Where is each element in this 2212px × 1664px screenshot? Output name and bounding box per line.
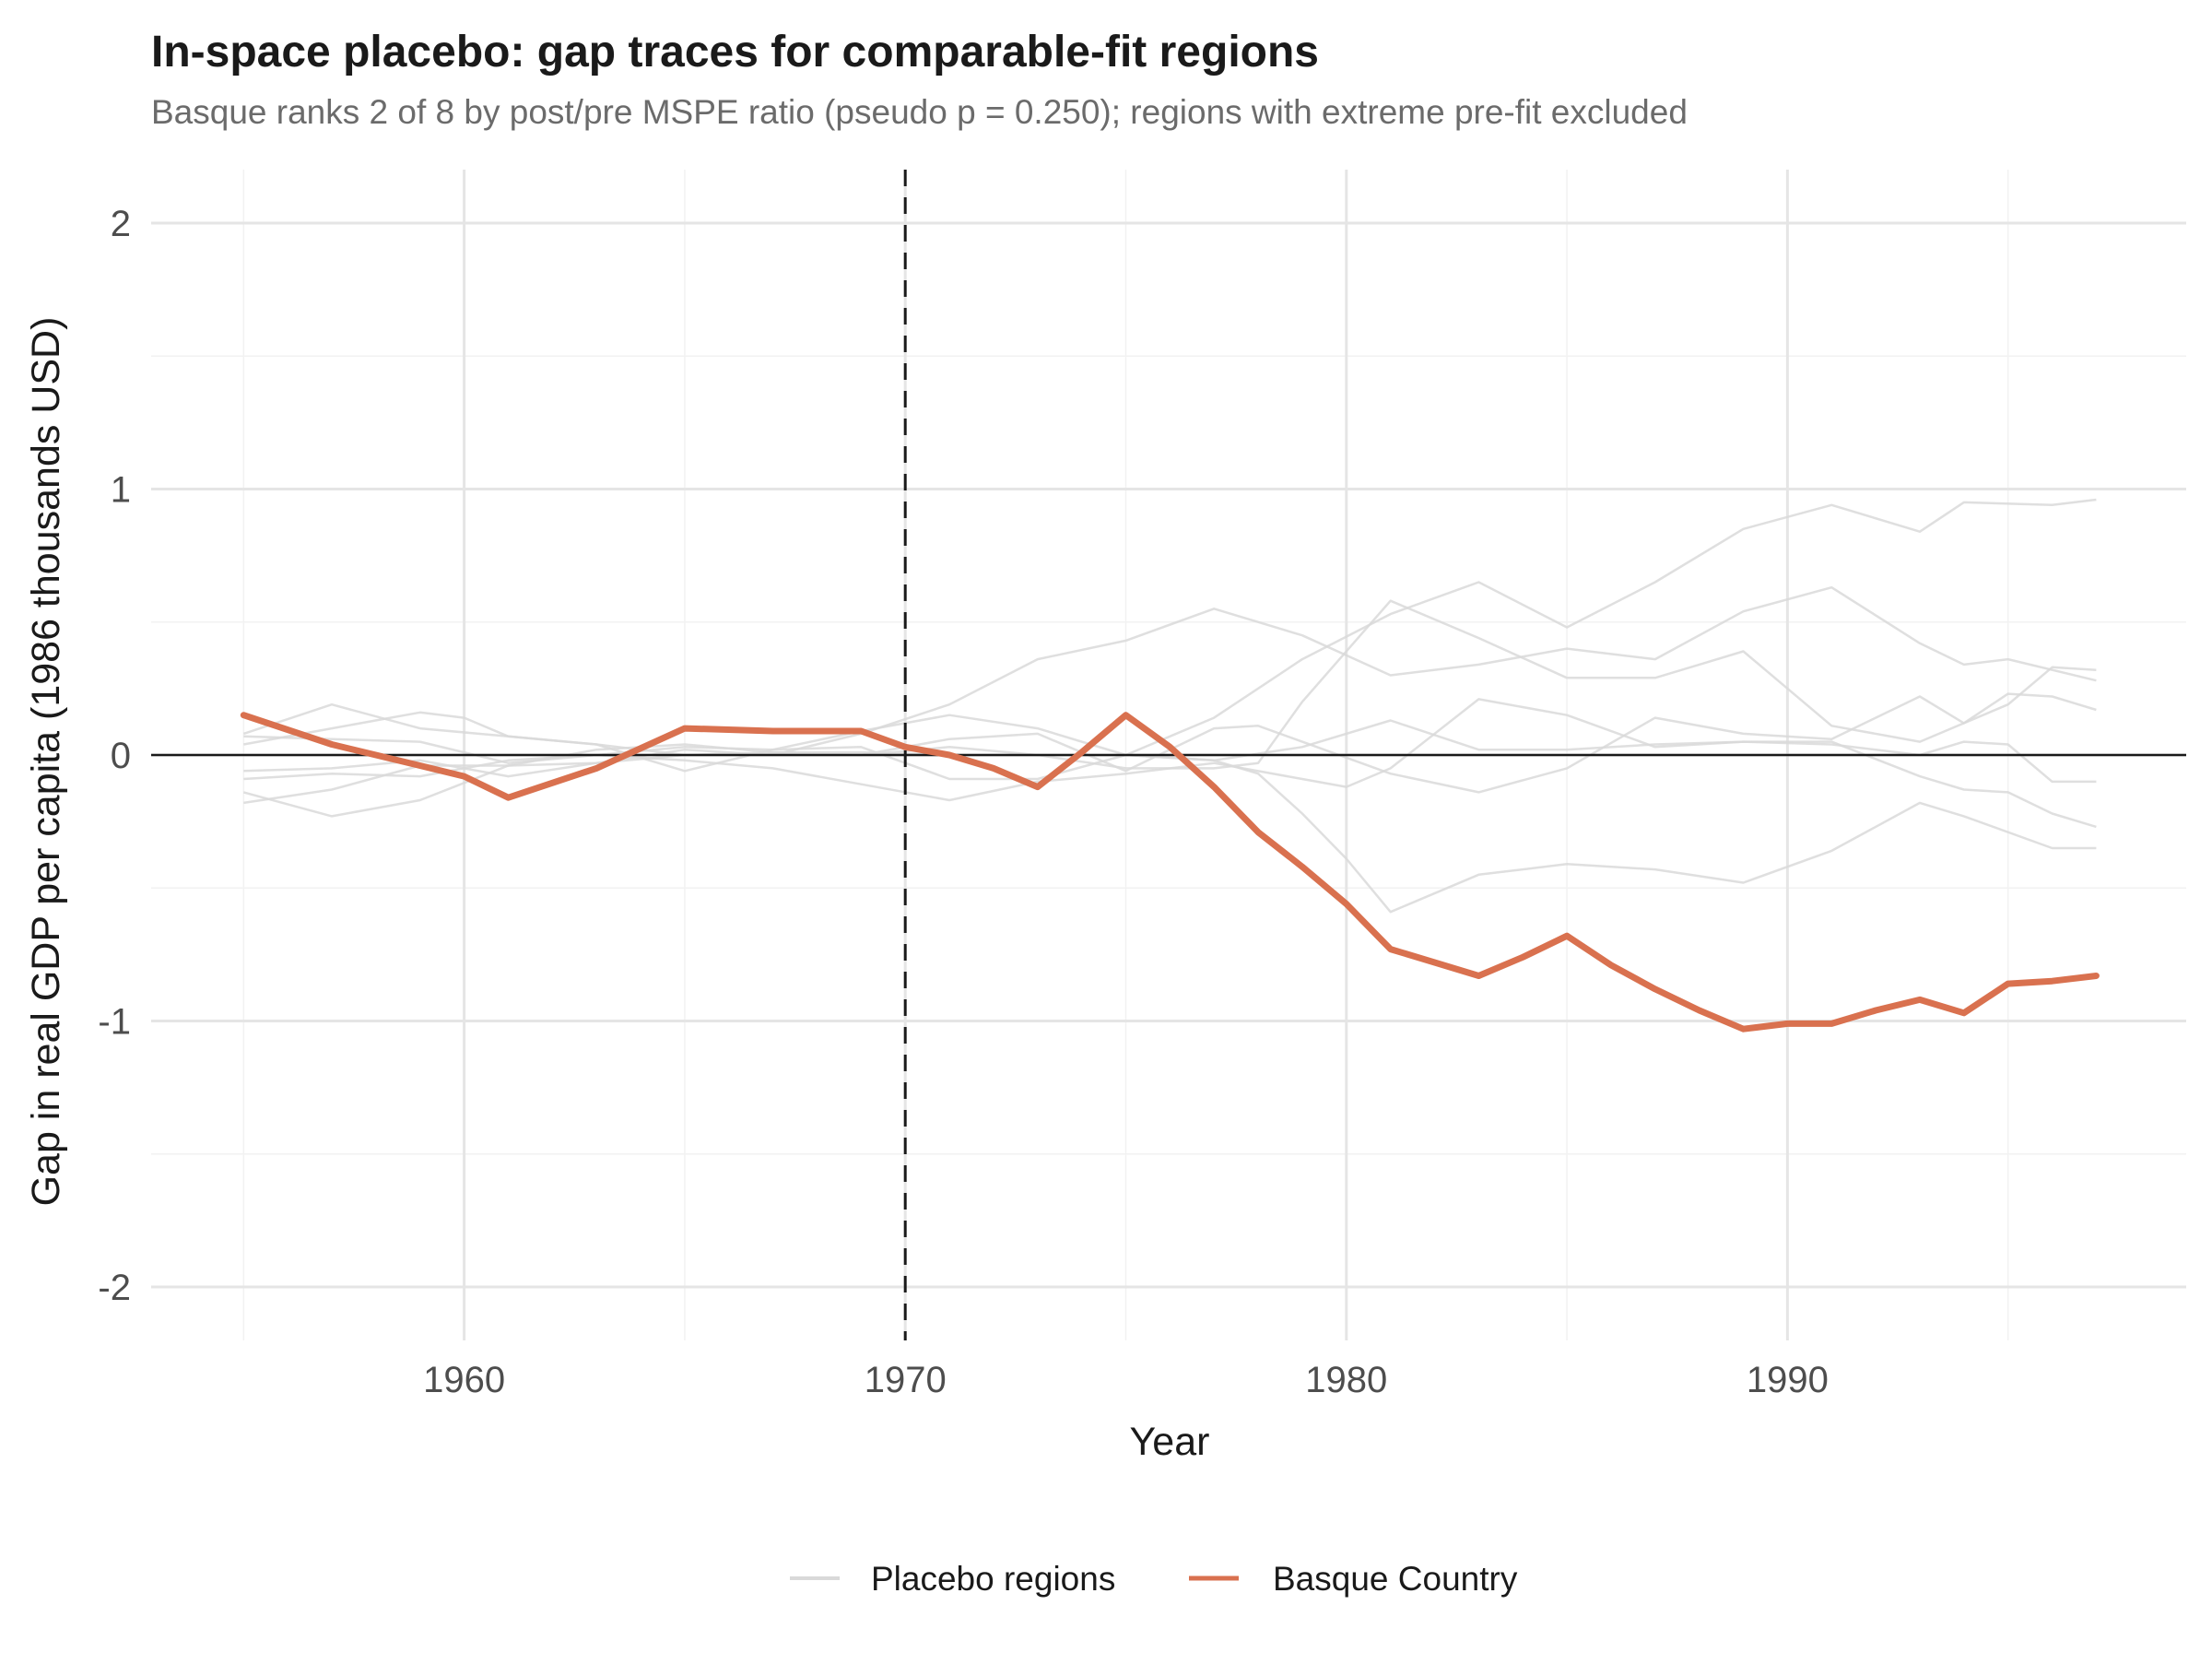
x-tick-labels: 1960 1970 1980 1990: [423, 1360, 1829, 1400]
reference-lines: [151, 170, 2186, 1340]
placebo-line-7: [243, 719, 2097, 784]
x-tick-label: 1980: [1305, 1360, 1387, 1400]
legend-label-basque: Basque Country: [1273, 1560, 1518, 1598]
placebo-line-5: [243, 698, 2097, 829]
y-tick-labels: 2 1 0 -1 -2: [98, 204, 131, 1308]
y-tick-label: 0: [111, 736, 131, 776]
x-tick-label: 1990: [1747, 1360, 1829, 1400]
placebo-line-6: [243, 746, 2097, 914]
y-tick-label: -1: [98, 1002, 131, 1043]
x-tick-label: 1960: [423, 1360, 505, 1400]
placebo-lines: [242, 498, 2097, 914]
legend-label-placebo: Placebo regions: [871, 1560, 1115, 1598]
placebo-line-3: [243, 599, 2097, 805]
x-tick-label: 1970: [865, 1360, 947, 1400]
y-tick-label: -2: [98, 1268, 131, 1308]
y-axis-title: Gap in real GDP per capita (1986 thousan…: [24, 317, 68, 1207]
x-axis-title: Year: [1130, 1420, 1210, 1464]
basque-line-group: [240, 712, 2100, 1033]
basque-country-line: [240, 712, 2100, 1033]
chart-title: In-space placebo: gap traces for compara…: [151, 28, 1319, 77]
y-tick-label: 1: [111, 470, 131, 511]
placebo-line-1: [243, 498, 2097, 773]
legend: Placebo regions Basque Country: [790, 1560, 1518, 1598]
placebo-line-2: [242, 585, 2097, 757]
chart-subtitle: Basque ranks 2 of 8 by post/pre MSPE rat…: [151, 93, 1688, 131]
y-tick-label: 2: [111, 204, 131, 244]
